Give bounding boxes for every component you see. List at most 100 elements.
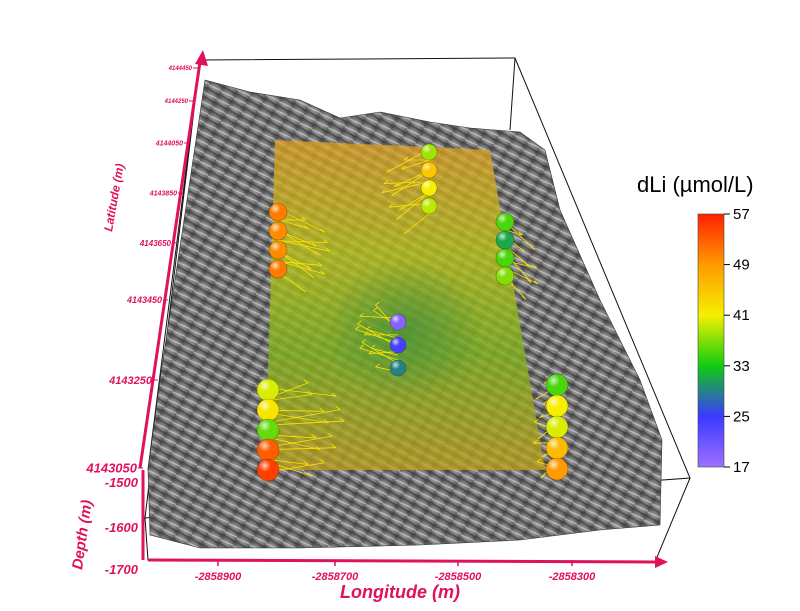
colorbar-tick-label: 57 <box>733 206 750 223</box>
flow-vector <box>277 260 325 275</box>
flow-vector-head <box>375 363 380 368</box>
flow-vector-head <box>364 331 369 336</box>
x-tick-label: -2858300 <box>549 571 596 583</box>
y-tick-label: 4143850 <box>149 190 177 197</box>
flow-vector <box>277 261 323 266</box>
colorbar-tick-label: 33 <box>733 358 750 375</box>
colorbar-tick-label: 41 <box>733 307 750 324</box>
flow-vector-head <box>540 474 545 479</box>
flow-vector-head <box>315 251 320 256</box>
x-tick-label: -2858900 <box>195 571 242 583</box>
x-tick-label: -2858500 <box>435 571 482 583</box>
flow-vector-head <box>359 312 364 317</box>
sample-point-highlight <box>269 203 287 221</box>
flow-vector-head <box>521 295 527 300</box>
z-axis-label: Depth (m) <box>69 499 96 571</box>
flow-vector-head <box>319 459 325 464</box>
flow-vector <box>504 229 523 236</box>
flow-vector-head <box>335 406 341 410</box>
flow-vector-head <box>534 280 539 285</box>
flow-vector-head <box>391 192 396 197</box>
sample-point-highlight <box>390 337 406 353</box>
z-tick-label: -1600 <box>105 520 139 535</box>
colorbar-tick-label: 25 <box>733 408 750 425</box>
flow-vector-head <box>303 461 309 465</box>
sample-point-highlight <box>390 314 406 330</box>
flow-vector-head <box>533 440 538 444</box>
flow-vector-head <box>319 407 325 412</box>
flow-vector-head <box>307 472 313 477</box>
flow-vector-head <box>396 216 401 220</box>
sample-point-highlight <box>496 213 514 231</box>
flow-vector-head <box>527 279 532 283</box>
flow-vector-head <box>312 243 317 247</box>
sample-point-highlight <box>546 374 568 396</box>
sample-point-highlight <box>421 162 437 178</box>
x-axis-label: Longitude (m) <box>340 582 460 602</box>
flow-vector-head <box>386 169 391 173</box>
flow-vector-head <box>520 247 525 252</box>
flow-vector-head <box>327 432 333 437</box>
flow-vector-head <box>361 339 367 343</box>
colorbar-tick-label: 17 <box>733 459 750 476</box>
flow-vector <box>267 394 313 401</box>
flow-vector-head <box>311 434 317 439</box>
flow-vector-head <box>355 325 360 330</box>
flow-vector <box>398 192 430 211</box>
x-tick-label: -2858700 <box>312 571 359 583</box>
flow-vector <box>267 409 341 424</box>
y-tick-labels: 4143050 4143250 4143450 4143650 4143850 41440… <box>85 66 198 476</box>
sample-point-highlight <box>421 198 437 214</box>
flow-vector-head <box>331 392 337 397</box>
flow-vector <box>370 347 399 356</box>
flow-vector-head <box>326 247 331 252</box>
flow-vector <box>368 351 399 355</box>
flow-vector <box>277 219 309 229</box>
colorbar-label: dLi (µmol/L) <box>637 172 754 197</box>
flow-vector-head <box>393 183 399 188</box>
sample-point-highlight <box>269 241 287 259</box>
flow-vector-head <box>373 307 378 311</box>
flow-vector-head <box>534 419 539 423</box>
flow-vector <box>355 328 399 344</box>
sample-point-highlight <box>546 437 568 459</box>
flow-vector <box>381 181 430 194</box>
sample-point-highlight <box>257 399 279 421</box>
colorbar-ticks: 57 49 41 33 25 17 <box>724 206 750 476</box>
sample-point-highlight <box>257 379 279 401</box>
flow-vector-head <box>357 320 362 325</box>
flow-vector-head <box>518 231 523 236</box>
sample-point-highlight <box>496 267 514 285</box>
sample-point-highlight <box>421 144 437 160</box>
y-tick-label: 4143250 <box>108 375 153 387</box>
z-tick-label: -1500 <box>105 475 139 490</box>
flow-vector-head <box>539 414 544 418</box>
flow-vector-head <box>339 417 345 422</box>
flow-vector-head <box>301 288 306 293</box>
flow-vector <box>267 436 321 450</box>
sample-wells <box>256 143 569 482</box>
flow-vector-head <box>303 379 309 384</box>
flow-vector-head <box>398 207 404 211</box>
flow-vector-head <box>543 400 548 405</box>
sample-point-highlight <box>269 222 287 240</box>
sample-point-highlight <box>421 180 437 196</box>
sample-point-highlight <box>257 459 279 481</box>
flow-vector-head <box>320 270 325 275</box>
flow-vector <box>267 459 309 465</box>
flow-vector <box>267 420 345 426</box>
sample-point-highlight <box>390 360 406 376</box>
flow-vector-head <box>317 262 323 266</box>
flow-vector-head <box>359 344 364 349</box>
flow-vector-head <box>307 391 313 395</box>
flow-vector-head <box>306 265 312 270</box>
flow-vector-head <box>401 165 406 170</box>
y-tick-label: 4144050 <box>155 140 183 147</box>
sample-point-highlight <box>496 231 514 249</box>
flow-vector <box>391 170 430 197</box>
flow-vector <box>277 239 331 252</box>
flow-vector-head <box>535 396 540 400</box>
flow-vector-head <box>383 180 389 184</box>
colorbar: dLi (µmol/L) 57 49 41 33 25 17 <box>637 172 754 476</box>
flow-vector-head <box>530 246 535 251</box>
